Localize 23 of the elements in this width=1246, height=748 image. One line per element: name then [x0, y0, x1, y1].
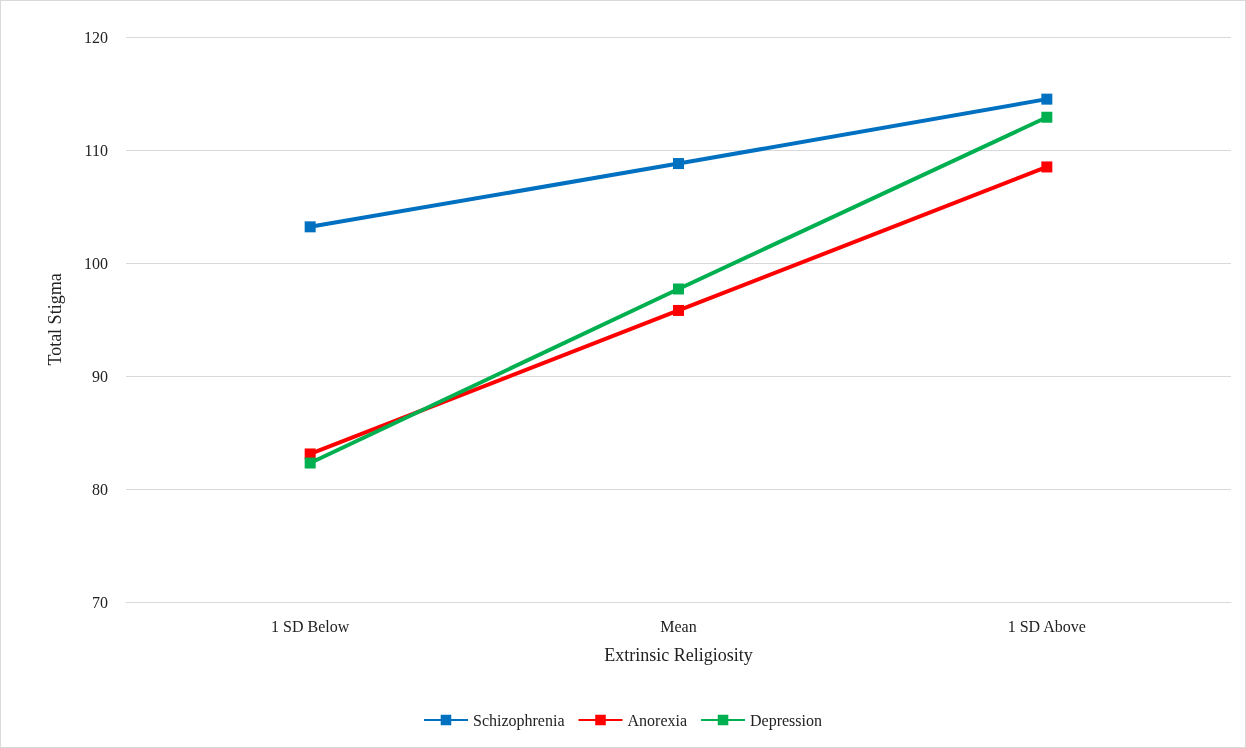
point: [304, 457, 316, 469]
legend-label: Anorexia: [627, 711, 688, 729]
y-tick-label: 100: [84, 254, 108, 272]
point: [304, 448, 316, 460]
x-tick-label: 1 SD Above: [1007, 617, 1086, 635]
point: [673, 158, 684, 170]
y-axis-title: Total Stigma: [45, 273, 65, 366]
point: [673, 304, 684, 316]
x-axis-title: Extrinsic Religiosity: [604, 645, 753, 665]
point: [1041, 93, 1053, 105]
y-tick-label: 80: [92, 480, 108, 498]
y-tick-label: 70: [92, 593, 108, 611]
legend-label: Depression: [750, 711, 823, 730]
legend-label: Schizophrenia: [472, 711, 565, 730]
point: [304, 221, 316, 233]
point: [673, 283, 684, 295]
y-tick-label: 110: [84, 141, 108, 159]
x-tick-label: Mean: [660, 617, 697, 635]
y-tick-label: 90: [92, 367, 108, 385]
point: [1041, 111, 1053, 123]
point: [1041, 161, 1053, 173]
x-tick-label: 1 SD Below: [271, 617, 350, 635]
y-tick-label: 120: [84, 28, 108, 46]
